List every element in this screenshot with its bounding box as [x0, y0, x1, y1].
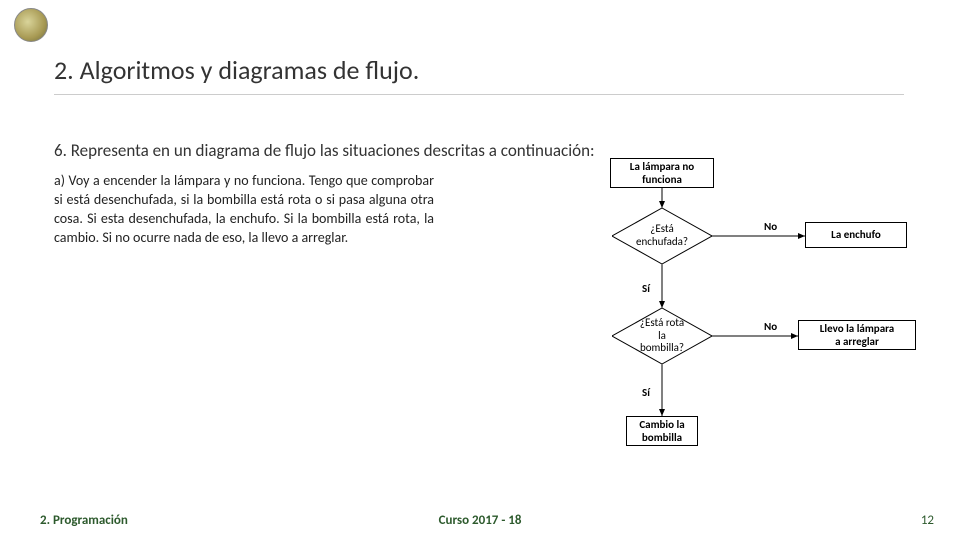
flow-edge-label-no: No — [764, 320, 777, 333]
title-rule — [54, 94, 904, 95]
footer-page-number: 12 — [921, 513, 934, 528]
flow-process-start: La lámpara nofunciona — [610, 158, 714, 188]
flow-process-a3: Cambio labombilla — [626, 416, 698, 446]
flow-decision-d1: ¿Estáenchufada? — [612, 208, 712, 264]
flow-process-a2: Llevo la lámparaa arreglar — [798, 320, 916, 350]
flow-edge-label-sí: Sí — [642, 282, 650, 295]
flow-edge-label-no: No — [764, 220, 777, 233]
exercise-body: a) Voy a encender la lámpara y no funcio… — [54, 172, 434, 248]
footer-course: Curso 2017 - 18 — [439, 513, 522, 528]
flow-decision-d2: ¿Está rotalabombilla? — [612, 308, 712, 364]
flow-edge-label-sí: Sí — [642, 386, 650, 399]
flow-process-a1: La enchufo — [805, 222, 907, 248]
school-logo — [14, 8, 48, 42]
footer-section: 2. Programación — [40, 513, 128, 528]
page-title: 2. Algoritmos y diagramas de flujo. — [54, 54, 419, 86]
flowchart: La lámpara nofunciona ¿Estáenchufada? La e… — [500, 158, 940, 508]
